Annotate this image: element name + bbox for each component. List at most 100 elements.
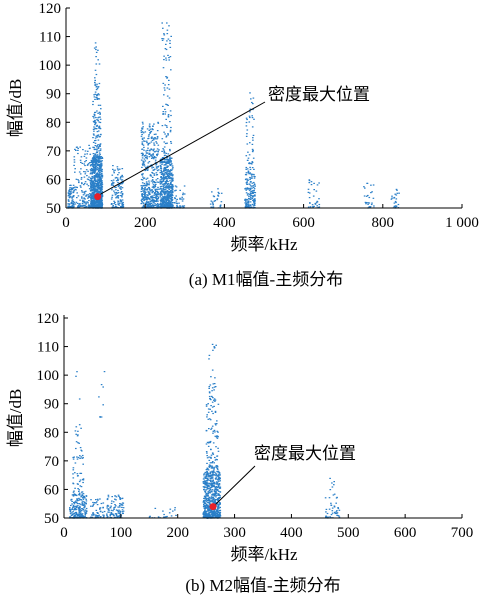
chart-b-point-113 xyxy=(71,512,73,514)
chart-a-point-2420 xyxy=(169,193,171,195)
chart-a-point-2984 xyxy=(245,135,248,137)
chart-a-point-2488 xyxy=(170,184,173,186)
chart-a-point-2983 xyxy=(247,171,250,173)
chart-a-point-1059 xyxy=(96,172,99,174)
chart-a-point-2194 xyxy=(159,162,162,164)
chart-a-point-3069 xyxy=(372,197,375,199)
chart-a-point-1905 xyxy=(157,166,159,168)
chart-a-point-1747 xyxy=(143,165,146,167)
chart-a-point-955 xyxy=(99,184,102,186)
chart-a-point-1987 xyxy=(153,156,156,158)
chart-a-point-3096 xyxy=(391,195,393,197)
chart-a-point-3102 xyxy=(396,189,398,191)
chart-a-point-2980 xyxy=(246,129,249,131)
chart-a-point-1793 xyxy=(140,159,143,161)
chart-a-point-2717 xyxy=(179,197,181,199)
chart-a-point-2514 xyxy=(160,199,162,201)
chart-b-point-1265 xyxy=(213,346,216,348)
chart-a-point-857 xyxy=(99,173,101,175)
chart-a-point-578 xyxy=(90,181,93,183)
chart-a-point-1053 xyxy=(100,194,103,196)
chart-a-point-1784 xyxy=(147,197,150,199)
chart-a-point-1137 xyxy=(97,187,100,189)
chart-a-point-1273 xyxy=(94,160,97,162)
chart-a-point-1461 xyxy=(119,183,122,185)
chart-a-point-413 xyxy=(92,164,94,167)
chart-a-point-357 xyxy=(92,198,94,200)
chart-a-point-1828 xyxy=(147,201,150,203)
chart-b-point-186 xyxy=(80,515,82,517)
chart-a-point-1133 xyxy=(98,186,100,188)
chart-a-point-2769 xyxy=(219,205,222,207)
chart-a-point-2741 xyxy=(183,205,186,207)
chart-a-point-1499 xyxy=(115,191,118,194)
chart-a-point-2632 xyxy=(165,125,168,127)
chart-a-point-105 xyxy=(69,184,71,186)
chart-b-caption: (b) M2幅值-主频分布 xyxy=(185,576,340,595)
chart-a-point-2365 xyxy=(168,196,170,198)
chart-a-point-2986 xyxy=(245,166,248,169)
chart-b-point-582 xyxy=(204,508,206,510)
chart-a-point-2998 xyxy=(246,133,248,135)
chart-b-point-413 xyxy=(115,496,118,498)
chart-a-point-1866 xyxy=(148,192,150,194)
chart-a-point-1940 xyxy=(145,185,148,187)
chart-b-point-638 xyxy=(204,491,207,493)
chart-b-point-1323 xyxy=(333,493,336,495)
chart-a-point-570 xyxy=(97,175,99,177)
chart-a-point-560 xyxy=(91,178,93,180)
chart-a-point-31 xyxy=(67,200,70,202)
chart-a-point-1737 xyxy=(155,163,158,165)
chart-a-point-2996 xyxy=(252,108,254,111)
chart-b-point-641 xyxy=(206,479,208,482)
chart-b-point-147 xyxy=(70,504,72,507)
chart-a-point-186 xyxy=(81,199,84,201)
chart-a-point-1247 xyxy=(98,126,101,128)
chart-b-point-1218 xyxy=(216,465,219,467)
chart-a-point-1264 xyxy=(94,122,97,124)
chart-a-point-1313 xyxy=(94,158,96,161)
chart-a-point-1718 xyxy=(155,157,157,159)
chart-b-point-742 xyxy=(207,472,210,474)
chart-a-point-2702 xyxy=(165,118,167,120)
chart-a-point-3038 xyxy=(312,195,315,197)
chart-b-point-1263 xyxy=(209,398,211,400)
chart-a-point-1777 xyxy=(151,156,154,158)
chart-a-point-1291 xyxy=(93,159,96,161)
chart-a-point-1543 xyxy=(153,204,156,206)
chart-a-point-2423 xyxy=(172,191,174,193)
chart-a-point-1822 xyxy=(141,201,143,203)
chart-a-point-268 xyxy=(75,149,77,151)
chart-a-point-2826 xyxy=(247,201,250,203)
chart-b-point-1264 xyxy=(215,344,217,346)
chart-b-point-1224 xyxy=(216,455,219,457)
chart-a-point-1616 xyxy=(142,198,144,200)
chart-a-point-224 xyxy=(89,173,92,175)
chart-a-point-1938 xyxy=(151,167,153,169)
chart-b-point-1258 xyxy=(214,399,217,401)
chart-a-point-3079 xyxy=(368,206,370,208)
chart-a-point-129 xyxy=(75,201,78,203)
chart-b-point-707 xyxy=(207,493,210,495)
chart-a-point-1450 xyxy=(121,195,123,197)
chart-b-point-121 xyxy=(81,504,83,506)
chart-b-point-501 xyxy=(212,481,215,483)
chart-a-point-37 xyxy=(68,191,70,193)
chart-b-point-1091 xyxy=(204,507,206,509)
chart-b-point-69 xyxy=(83,495,85,498)
chart-a-point-1654 xyxy=(155,195,157,198)
chart-a-point-1876 xyxy=(148,156,151,158)
chart-b-point-780 xyxy=(204,512,206,514)
chart-a-point-2530 xyxy=(169,190,172,192)
chart-a-point-535 xyxy=(101,191,104,193)
chart-b-point-111 xyxy=(76,500,79,502)
chart-a-point-656 xyxy=(100,170,102,172)
chart-a-point-1982 xyxy=(149,128,152,130)
chart-b-point-944 xyxy=(202,516,205,518)
chart-a-point-1390 xyxy=(116,177,119,179)
chart-a-point-1998 xyxy=(141,155,144,157)
chart-a-point-1083 xyxy=(100,199,103,201)
chart-a-point-850 xyxy=(99,171,101,173)
chart-a-point-2654 xyxy=(163,59,165,61)
chart-a-point-1472 xyxy=(115,180,118,182)
